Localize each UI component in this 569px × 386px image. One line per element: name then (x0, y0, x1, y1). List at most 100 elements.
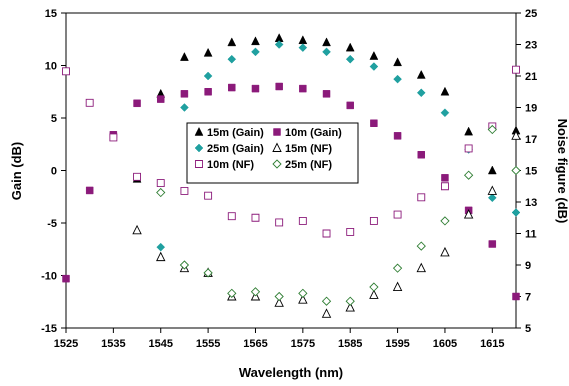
data-point (392, 263, 403, 273)
data-point (85, 98, 94, 107)
data-point (156, 242, 166, 252)
data-point (346, 227, 355, 236)
legend-label: 15m (Gain) (207, 127, 264, 139)
data-point (322, 90, 331, 98)
data-point (512, 292, 520, 301)
series-25m-gain (156, 40, 521, 252)
data-point (464, 126, 474, 136)
data-point (274, 40, 284, 49)
data-point (62, 67, 70, 76)
data-point (274, 291, 284, 302)
data-point (251, 36, 260, 46)
data-point (463, 209, 474, 219)
x-tick-label: 1585 (338, 338, 362, 350)
y-axis-left: -15 -10 -5 0 5 10 15 (41, 8, 66, 335)
data-point (440, 182, 449, 191)
data-point (345, 54, 355, 64)
data-point (132, 224, 142, 235)
data-point (251, 213, 260, 222)
data-point (275, 218, 284, 227)
legend-label: 15m (NF) (285, 143, 332, 155)
data-point (204, 88, 212, 96)
data-point (488, 240, 497, 248)
data-point (203, 47, 213, 57)
data-point (227, 288, 237, 298)
data-point (464, 144, 473, 153)
y-tick-label: 15 (45, 8, 57, 20)
data-point (369, 50, 379, 60)
data-point (250, 287, 261, 297)
legend-label: 10m (Gain) (285, 127, 342, 139)
data-point (322, 47, 331, 57)
y2-tick-label: 5 (525, 323, 531, 335)
data-point (156, 251, 166, 262)
data-point (487, 193, 497, 203)
y2-tick-label: 17 (525, 134, 537, 146)
data-point (62, 274, 70, 283)
y2-tick-label: 7 (525, 292, 531, 304)
data-point (345, 296, 355, 306)
y2-tick-label: 9 (525, 260, 531, 272)
data-point (512, 65, 520, 74)
data-point (275, 82, 283, 91)
legend-marker (272, 159, 282, 169)
legend-marker (273, 128, 281, 136)
y-tick-label: -10 (41, 271, 57, 283)
data-point (369, 289, 379, 299)
data-point (203, 268, 213, 278)
data-point (440, 216, 450, 226)
legend-marker (194, 143, 204, 153)
y-tick-label: -5 (47, 218, 57, 230)
data-point (393, 74, 402, 84)
data-point (180, 90, 189, 98)
data-point (416, 88, 426, 98)
x-tick-label: 1605 (433, 338, 457, 350)
data-point (487, 165, 497, 175)
data-point (204, 191, 213, 200)
data-point (441, 174, 449, 182)
y2-tick-label: 13 (525, 197, 537, 209)
legend-marker (272, 142, 282, 152)
legend: 15m (Gain) 10m (Gain) 25m (Gain) 15m (NF) 10… (186, 122, 359, 184)
data-point (392, 281, 403, 291)
data-point (227, 37, 237, 47)
legend-marker (194, 126, 204, 136)
series-25m-nf (156, 124, 521, 306)
data-point (133, 172, 142, 181)
data-point (228, 83, 236, 92)
data-point (156, 179, 165, 188)
y-tick-label: 0 (51, 166, 57, 178)
data-point (511, 130, 521, 140)
data-point (440, 86, 450, 96)
data-point (227, 212, 236, 221)
series-15m-gain (132, 33, 521, 183)
x-tick-label: 1545 (148, 338, 172, 350)
x-tick-label: 1525 (54, 338, 78, 350)
x-tick-label: 1555 (196, 338, 220, 350)
data-point (440, 108, 450, 118)
data-point (133, 99, 141, 108)
data-point (345, 302, 355, 312)
series-15m-nf (132, 130, 521, 318)
x-tick-label: 1575 (291, 338, 315, 350)
data-point (251, 84, 260, 93)
data-point (298, 43, 308, 53)
legend-box (186, 122, 359, 184)
series-10m-gain (62, 82, 520, 301)
data-point (370, 119, 378, 127)
data-point (393, 210, 402, 219)
data-point (109, 133, 118, 142)
data-point (369, 62, 379, 71)
y2-tick-label: 21 (525, 71, 537, 83)
data-point (369, 282, 379, 292)
data-point (369, 216, 378, 225)
x-tick-label: 1595 (385, 338, 409, 350)
data-point (393, 132, 402, 140)
x-axis: 1525 1535 1545 1555 1565 1575 1585 1595 1605 1615 (54, 328, 505, 350)
data-point (416, 69, 426, 79)
data-point (487, 185, 498, 195)
data-point (487, 124, 497, 135)
data-point (180, 103, 189, 112)
data-point (321, 296, 332, 306)
series-10m-nf (62, 65, 520, 238)
